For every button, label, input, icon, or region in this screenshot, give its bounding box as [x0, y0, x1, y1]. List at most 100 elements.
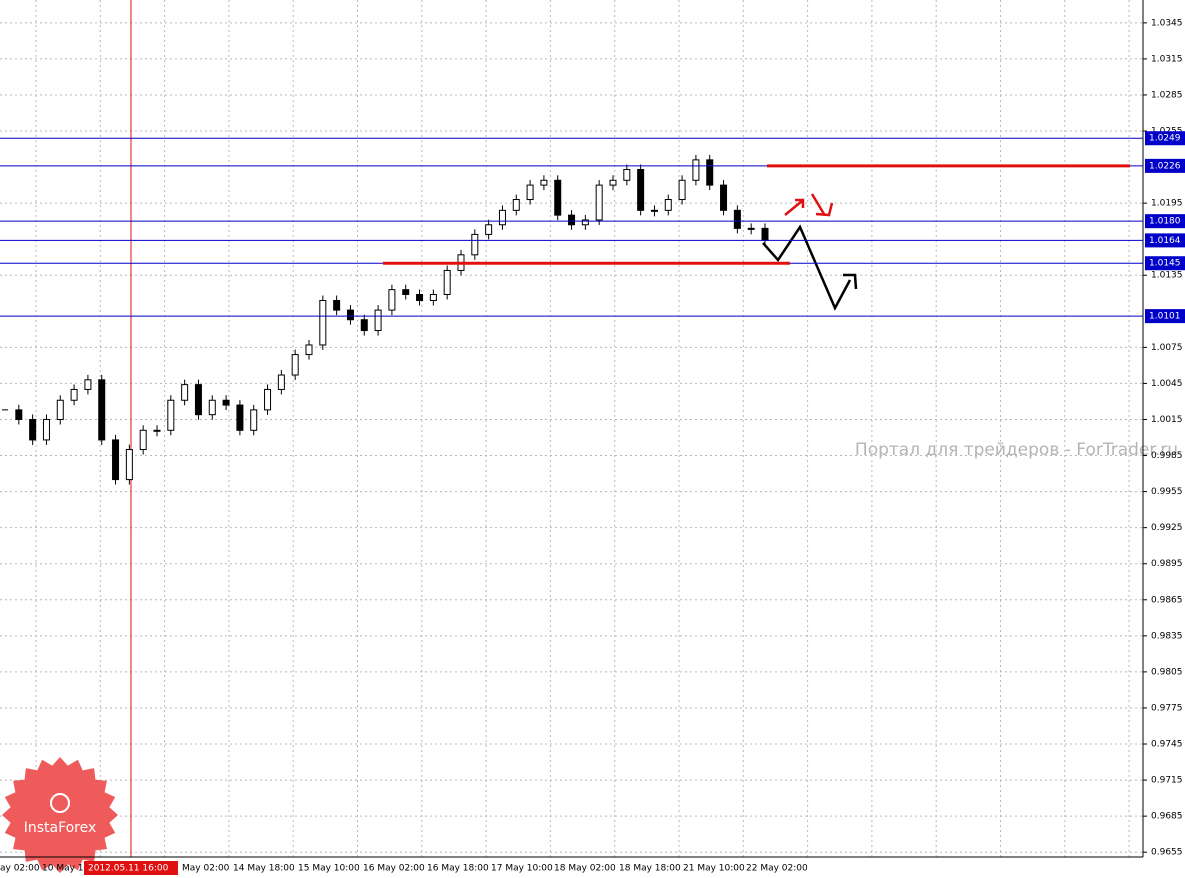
x-tick-label: May 02:00 [182, 864, 230, 874]
candle [194, 384, 202, 416]
y-tick-label: 0.9835 [1151, 631, 1183, 641]
candle [623, 168, 631, 181]
x-tick-label: 16 May 18:00 [427, 864, 489, 874]
candle [733, 209, 741, 229]
candle [402, 289, 410, 295]
y-tick-label: 0.9895 [1151, 559, 1183, 569]
candle [761, 227, 769, 241]
logo: InstaForex [2, 757, 118, 873]
candle [98, 379, 106, 441]
y-tick-label: 0.9805 [1151, 667, 1183, 677]
logo-icon [50, 793, 70, 813]
candle [236, 404, 244, 431]
candle [498, 209, 506, 226]
candle [637, 168, 645, 211]
candle [554, 179, 562, 216]
candle [388, 289, 396, 311]
y-tick-label: 0.9955 [1151, 487, 1183, 497]
candle [153, 429, 161, 432]
y-tick-label: 1.0045 [1151, 379, 1183, 389]
level-label: 1.0226 [1149, 161, 1181, 171]
candle [250, 409, 258, 431]
candle [167, 399, 175, 431]
x-tick-label: 14 May 18:00 [233, 864, 295, 874]
level-label-box [1145, 214, 1185, 229]
level-label: 1.0164 [1149, 236, 1181, 246]
level-label-box [1145, 256, 1185, 271]
candle [374, 309, 382, 332]
candle [747, 227, 755, 230]
candle [360, 319, 368, 332]
forecast-arrows [784, 193, 834, 217]
candle [678, 179, 686, 201]
candle [346, 309, 354, 321]
candle [333, 299, 341, 311]
x-tick-label: 22 May 02:00 [746, 864, 808, 874]
candle [595, 184, 603, 221]
candle [84, 379, 92, 390]
level-label-box [1145, 131, 1185, 146]
y-tick-label: 0.9925 [1151, 523, 1183, 533]
vertical-grid [0, 0, 1143, 857]
candle [706, 159, 714, 186]
y-tick-label: 1.0345 [1151, 18, 1183, 28]
candle [264, 388, 272, 411]
candle [471, 233, 479, 256]
candle [29, 418, 37, 441]
candle [429, 293, 437, 301]
y-tick-label: 1.0285 [1151, 90, 1183, 100]
candle [692, 159, 700, 181]
cursor-label-box [84, 861, 178, 875]
x-tick-label: 21 May 10:00 [683, 864, 745, 874]
x-tick-label: 17 May 10:00 [491, 864, 553, 874]
level-label-box [1145, 309, 1185, 324]
candle [139, 429, 147, 451]
candle [443, 269, 451, 295]
candle [526, 184, 534, 201]
candle [208, 399, 216, 416]
y-tick-label: 0.9775 [1151, 703, 1183, 713]
candle [512, 199, 520, 211]
y-tick-label: 0.9715 [1151, 776, 1183, 786]
candle [416, 293, 424, 301]
y-tick-label: 0.9685 [1151, 812, 1183, 822]
candle [125, 449, 133, 481]
cursor-label: 2012.05.11 16:00 [88, 864, 169, 874]
candle [581, 219, 589, 226]
x-tick-label: ay 02:00 [0, 864, 40, 874]
logo-badge [2, 757, 118, 873]
level-label: 1.0180 [1149, 217, 1181, 227]
candle [720, 184, 728, 211]
candle [42, 418, 50, 441]
candle [70, 388, 78, 401]
y-tick-label: 1.0135 [1151, 271, 1183, 281]
candle [15, 409, 23, 420]
candle [485, 224, 493, 235]
candle [112, 439, 120, 481]
x-tick-label: 15 May 10:00 [298, 864, 360, 874]
y-tick-label: 1.0015 [1151, 415, 1183, 425]
x-tick-label: 18 May 02:00 [554, 864, 616, 874]
level-label-box [1145, 233, 1185, 248]
forecast-path [762, 224, 858, 311]
x-tick-label: 18 May 18:00 [619, 864, 681, 874]
candle [540, 179, 548, 186]
candle [222, 399, 230, 406]
candle [319, 299, 327, 346]
logo-text: InstaForex [24, 820, 97, 836]
level-label-box [1145, 158, 1185, 173]
watermark: Портал для трейдеров - ForTrader.ru [855, 440, 1178, 460]
x-tick-label: 10 May 1 [42, 864, 84, 874]
candle [305, 344, 313, 356]
candle [277, 374, 285, 390]
level-label: 1.0249 [1149, 134, 1181, 144]
y-tick-label: 0.9655 [1151, 848, 1183, 858]
y-tick-label: 0.9985 [1151, 451, 1183, 461]
y-tick-label: 0.9745 [1151, 740, 1183, 750]
y-tick-label: 0.9865 [1151, 595, 1183, 605]
candle [650, 209, 658, 212]
candle [291, 354, 299, 376]
x-tick-label: 16 May 02:00 [363, 864, 425, 874]
level-label: 1.0101 [1149, 312, 1181, 322]
